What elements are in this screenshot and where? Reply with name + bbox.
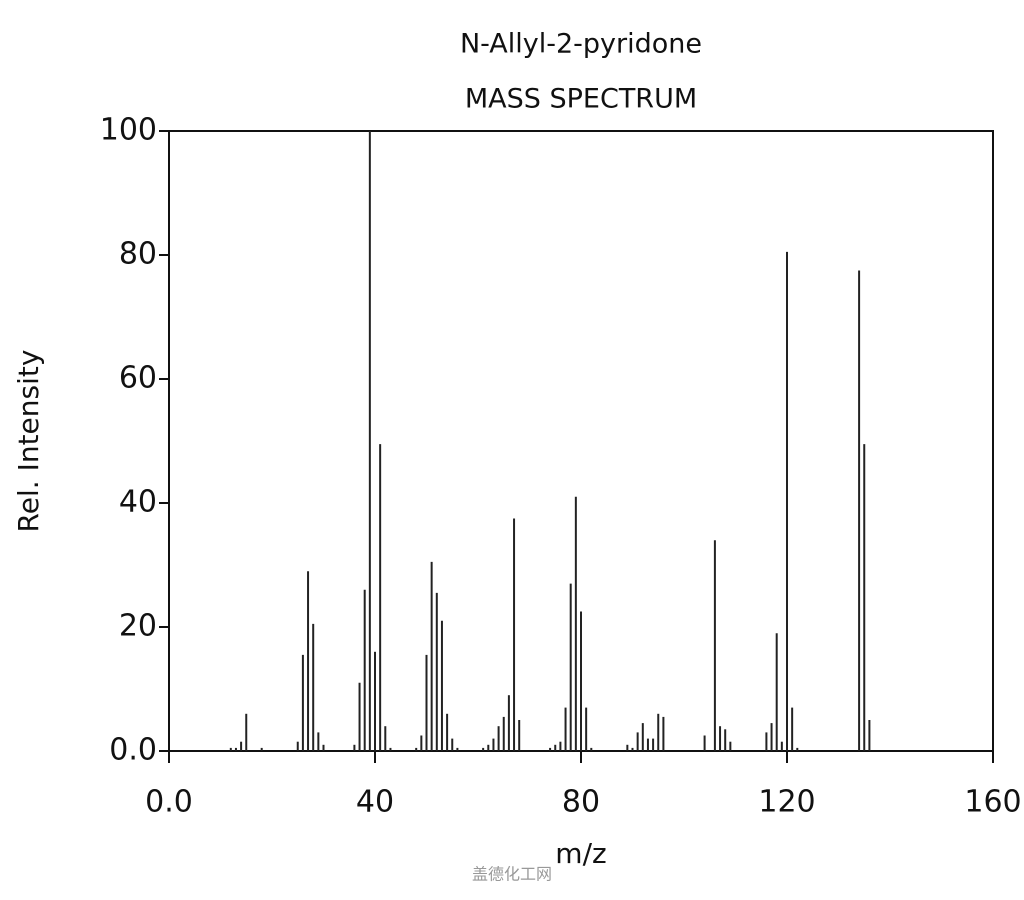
x-axis-label: m/z — [555, 837, 606, 870]
y-tick-label: 40 — [119, 485, 157, 520]
x-tick-label: 40 — [356, 785, 394, 820]
y-tick-label: 80 — [119, 237, 157, 272]
y-tick-label: 100 — [100, 113, 157, 148]
y-tick-label: 60 — [119, 361, 157, 396]
chart-title: N-Allyl-2-pyridone — [460, 29, 702, 60]
y-axis-label: Rel. Intensity — [12, 350, 45, 533]
x-tick-label: 120 — [758, 785, 815, 820]
x-tick-label: 160 — [964, 785, 1021, 820]
chart-subtitle: MASS SPECTRUM — [465, 84, 697, 115]
y-tick-label: 20 — [119, 609, 157, 644]
watermark: 盖德化工网 — [472, 865, 552, 884]
x-tick-label: 0.0 — [145, 785, 193, 820]
y-tick-label: 0.0 — [109, 733, 157, 768]
x-tick-label: 80 — [562, 785, 600, 820]
